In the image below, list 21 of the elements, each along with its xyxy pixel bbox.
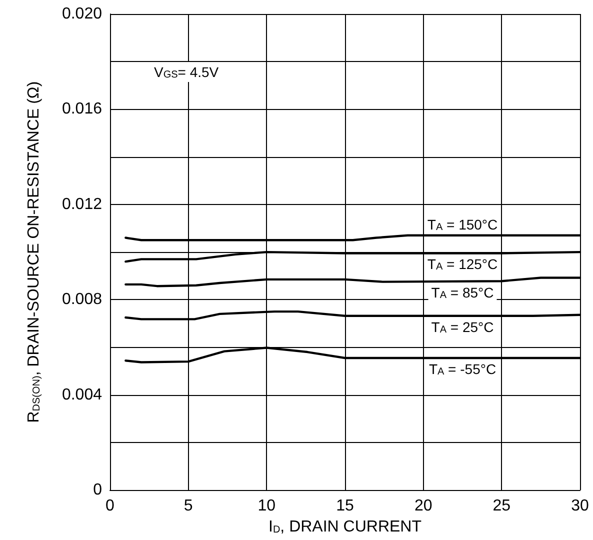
x-tick-label: 25 [492,498,511,515]
x-tick-label: 10 [258,498,276,515]
series-label: TA = -55°C [428,360,496,378]
series-label: TA = 150°C [427,216,498,233]
x-tick-label: 30 [571,498,589,515]
series-label: TA = 125°C [427,256,498,273]
y-tick-label: 0.020 [62,6,102,22]
annotation: VGS= 4.5V [154,64,220,80]
y-tick-label: 0.012 [62,196,102,213]
y-tick-label: 0.004 [62,386,102,404]
x-tick-label: 15 [336,498,354,515]
y-axis-title: RDS(ON), DRAIN-SOURCE ON-RESISTANCE (Ω) [26,81,42,423]
series-label: TA = 85°C [431,284,494,301]
y-tick-label: 0.008 [62,291,102,308]
x-tick-label: 5 [184,498,193,515]
y-tick-label: 0.016 [62,100,102,118]
x-tick-label: 20 [414,498,432,515]
x-axis-title: ID, DRAIN CURRENT [268,518,422,536]
y-tick-label: 0 [93,482,102,499]
x-tick-label: 0 [106,498,115,515]
series-label: TA = 25°C [431,318,494,336]
